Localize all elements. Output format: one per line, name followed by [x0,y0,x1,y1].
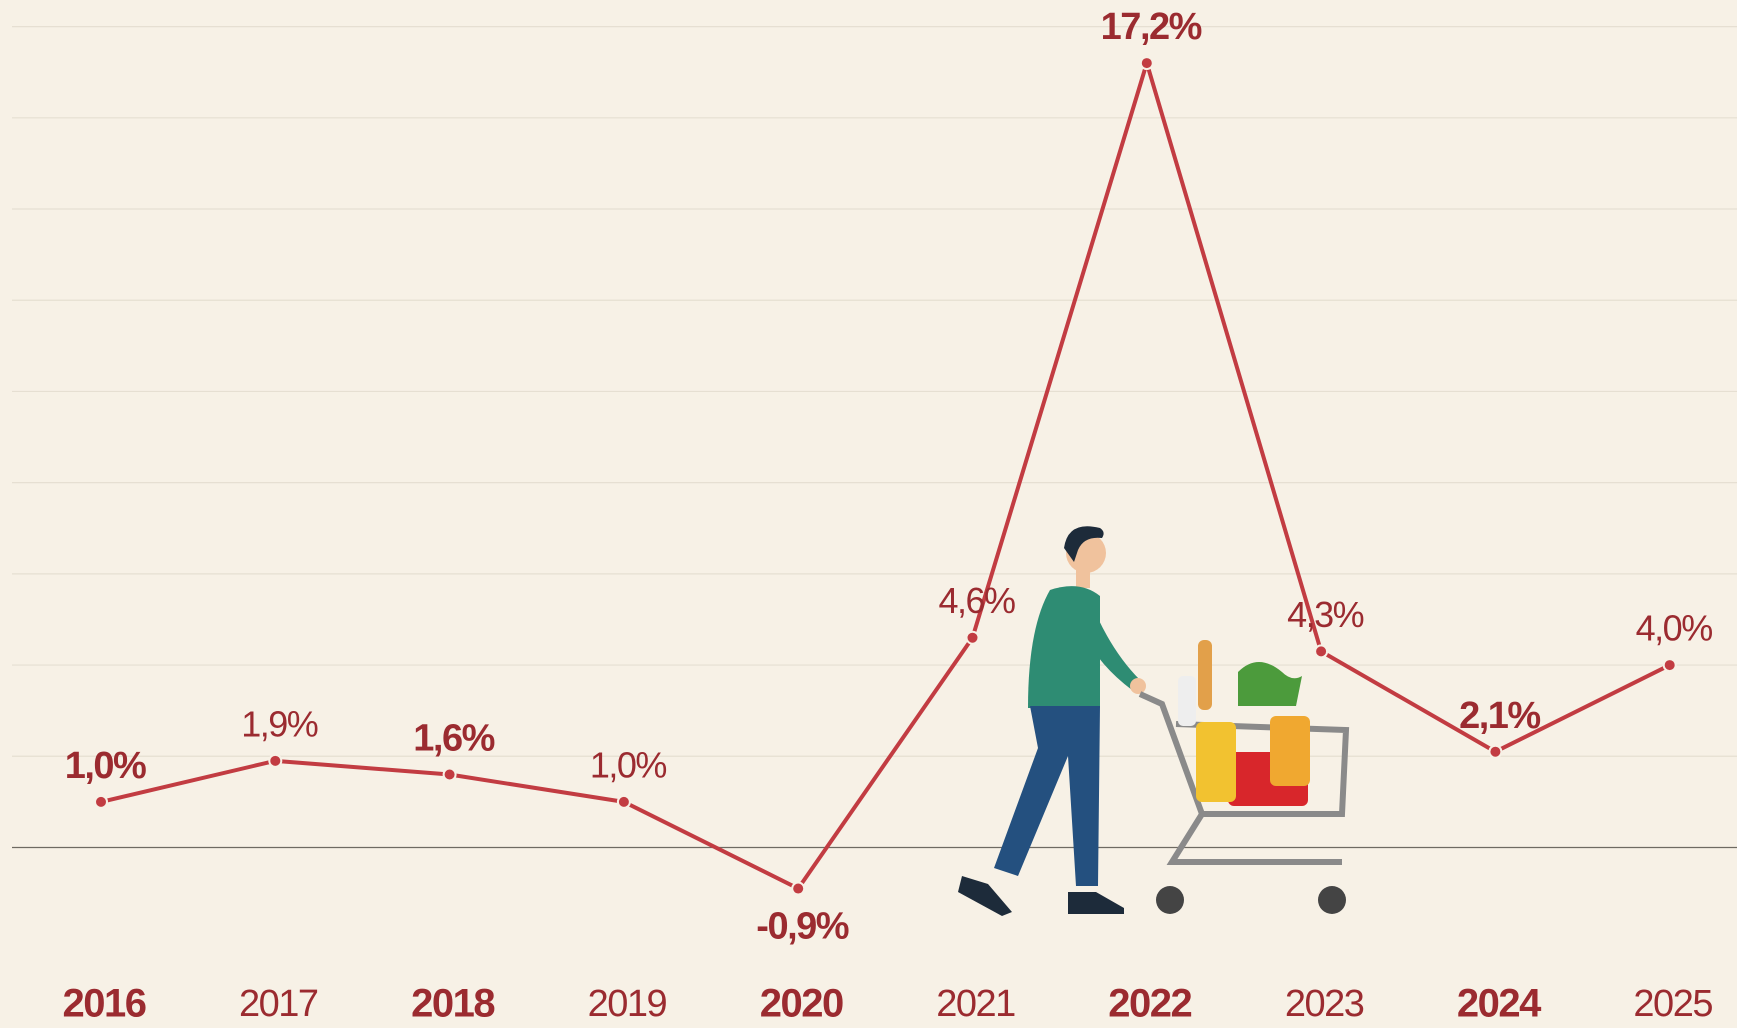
page: {"chart_data": {"type": "line", "categor… [0,0,1737,1028]
x-tick-label: 2022 [1108,982,1191,1026]
x-tick-label: 2019 [588,983,667,1025]
shopper-illustration [958,526,1346,916]
value-label: 17,2% [1101,6,1202,48]
line-layer: 1,0% 2016 1,9% 2017 1,6% 2018 1,0% 2019 -0,9% 202… [63,6,1713,1025]
x-tick-label: 2017 [239,983,318,1025]
point [95,796,107,808]
value-label: 4,0% [1636,608,1713,649]
point [1489,746,1501,758]
point [967,632,979,644]
value-label: 1,6% [413,718,494,760]
chart: 1,0% 2016 1,9% 2017 1,6% 2018 1,0% 2019 -0,9% 202… [0,0,1737,1028]
x-tick-label: 2023 [1285,983,1364,1025]
value-label: 1,0% [65,745,146,787]
point [1664,659,1676,671]
point [792,883,804,895]
x-tick-label: 2024 [1457,982,1542,1026]
value-label: 4,6% [938,580,1015,621]
point [1141,57,1153,69]
value-label: 1,9% [241,703,318,744]
x-tick-label: 2025 [1633,983,1712,1025]
point [1315,645,1327,657]
x-tick-label: 2021 [936,983,1015,1025]
point [618,796,630,808]
point [444,769,456,781]
x-tick-label: 2016 [63,982,146,1026]
value-label: 1,0% [590,744,667,785]
value-label: -0,9% [756,906,848,948]
x-tick-label: 2020 [760,982,843,1026]
value-label: 4,3% [1287,594,1364,635]
point [269,755,281,767]
value-label: 2,1% [1459,695,1540,737]
line [101,63,1670,888]
x-tick-label: 2018 [411,982,495,1026]
